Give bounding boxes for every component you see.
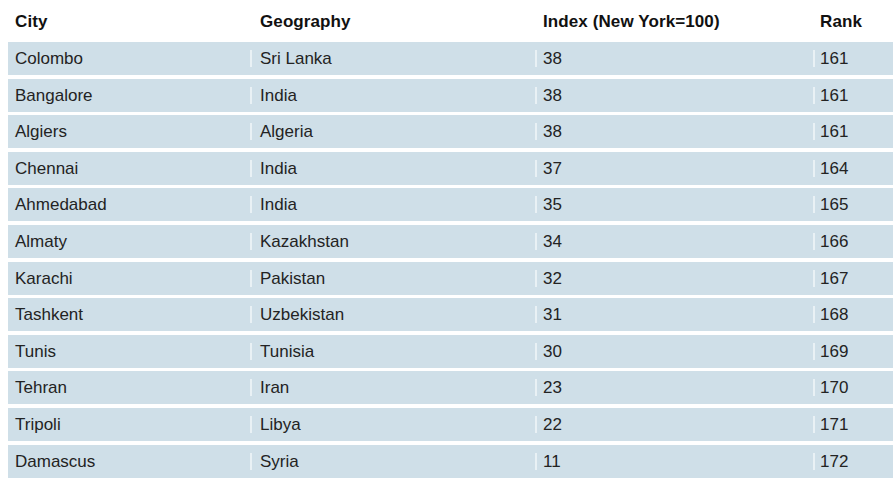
cell-geography: India: [250, 196, 535, 213]
cell-city: Almaty: [8, 233, 250, 250]
table-row: Karachi Pakistan 32 167: [8, 262, 893, 295]
cell-index: 11: [535, 453, 813, 470]
cell-city: Tehran: [8, 379, 250, 396]
cell-city: Tripoli: [8, 416, 250, 433]
cell-index: 38: [535, 87, 813, 104]
cell-city: Algiers: [8, 123, 250, 140]
cell-rank: 170: [813, 379, 893, 396]
cell-index: 35: [535, 196, 813, 213]
cell-index: 38: [535, 50, 813, 67]
cell-geography: India: [250, 160, 535, 177]
table-row: Algiers Algeria 38 161: [8, 115, 893, 148]
cell-index: 34: [535, 233, 813, 250]
cell-geography: Sri Lanka: [250, 50, 535, 67]
cell-index: 22: [535, 416, 813, 433]
cell-geography: Pakistan: [250, 270, 535, 287]
cell-geography: Uzbekistan: [250, 306, 535, 323]
table-row: Colombo Sri Lanka 38 161: [8, 42, 893, 75]
table-body: Colombo Sri Lanka 38 161 Bangalore India…: [8, 42, 893, 478]
page: City Geography Index (New York=100) Rank…: [0, 0, 893, 484]
table-row: Bangalore India 38 161: [8, 79, 893, 112]
cell-index: 30: [535, 343, 813, 360]
table-row: Tunis Tunisia 30 169: [8, 335, 893, 368]
table-row: Almaty Kazakhstan 34 166: [8, 225, 893, 258]
cell-geography: Algeria: [250, 123, 535, 140]
cell-city: Bangalore: [8, 87, 250, 104]
cell-rank: 171: [813, 416, 893, 433]
cell-geography: Iran: [250, 379, 535, 396]
cell-city: Colombo: [8, 50, 250, 67]
cell-rank: 172: [813, 453, 893, 470]
table-row: Ahmedabad India 35 165: [8, 188, 893, 221]
cell-city: Tunis: [8, 343, 250, 360]
cell-geography: Tunisia: [250, 343, 535, 360]
cell-geography: India: [250, 87, 535, 104]
cell-rank: 161: [813, 87, 893, 104]
cell-city: Damascus: [8, 453, 250, 470]
cost-of-living-table: City Geography Index (New York=100) Rank…: [8, 0, 893, 478]
cell-index: 23: [535, 379, 813, 396]
table-row: Tashkent Uzbekistan 31 168: [8, 298, 893, 331]
cell-geography: Kazakhstan: [250, 233, 535, 250]
cell-city: Chennai: [8, 160, 250, 177]
cell-rank: 161: [813, 50, 893, 67]
table-header-row: City Geography Index (New York=100) Rank: [8, 0, 893, 42]
table-row: Damascus Syria 11 172: [8, 445, 893, 478]
cell-rank: 161: [813, 123, 893, 140]
cell-city: Karachi: [8, 270, 250, 287]
cell-index: 31: [535, 306, 813, 323]
cell-index: 32: [535, 270, 813, 287]
cell-city: Tashkent: [8, 306, 250, 323]
cell-index: 37: [535, 160, 813, 177]
cell-rank: 166: [813, 233, 893, 250]
column-header-index: Index (New York=100): [535, 13, 813, 30]
cell-rank: 167: [813, 270, 893, 287]
table-row: Chennai India 37 164: [8, 152, 893, 185]
cell-rank: 168: [813, 306, 893, 323]
cell-rank: 164: [813, 160, 893, 177]
cell-geography: Syria: [250, 453, 535, 470]
cell-rank: 169: [813, 343, 893, 360]
cell-city: Ahmedabad: [8, 196, 250, 213]
table-row: Tripoli Libya 22 171: [8, 408, 893, 441]
column-header-city: City: [8, 13, 250, 30]
cell-rank: 165: [813, 196, 893, 213]
cell-index: 38: [535, 123, 813, 140]
column-header-rank: Rank: [813, 13, 893, 30]
cell-geography: Libya: [250, 416, 535, 433]
table-row: Tehran Iran 23 170: [8, 371, 893, 404]
column-header-geography: Geography: [250, 13, 535, 30]
